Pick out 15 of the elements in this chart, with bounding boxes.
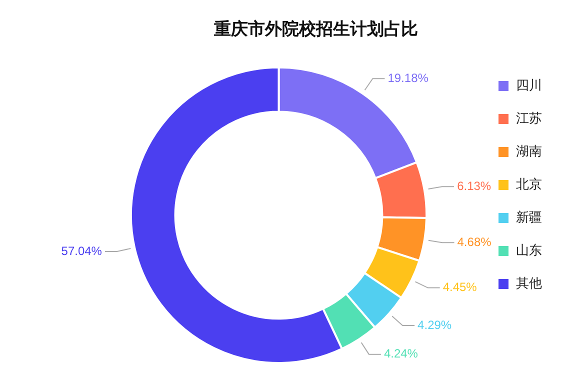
legend-label: 江苏 bbox=[516, 111, 542, 126]
data-label: 19.18% bbox=[388, 70, 429, 85]
legend-label: 山东 bbox=[516, 243, 542, 258]
chart-title: 重庆市外院校招生计划占比 bbox=[213, 20, 418, 40]
legend-label: 四川 bbox=[516, 78, 542, 94]
data-label: 4.68% bbox=[457, 234, 492, 249]
legend-label: 北京 bbox=[516, 177, 542, 192]
data-label: 6.13% bbox=[457, 178, 492, 193]
legend-label: 新疆 bbox=[516, 210, 542, 226]
legend-label: 其他 bbox=[516, 276, 542, 292]
data-label: 4.29% bbox=[418, 318, 452, 332]
legend-label: 湖南 bbox=[516, 144, 542, 160]
data-label: 4.45% bbox=[442, 280, 478, 294]
data-label: 57.04% bbox=[61, 244, 102, 258]
data-label: 4.24% bbox=[384, 346, 418, 361]
